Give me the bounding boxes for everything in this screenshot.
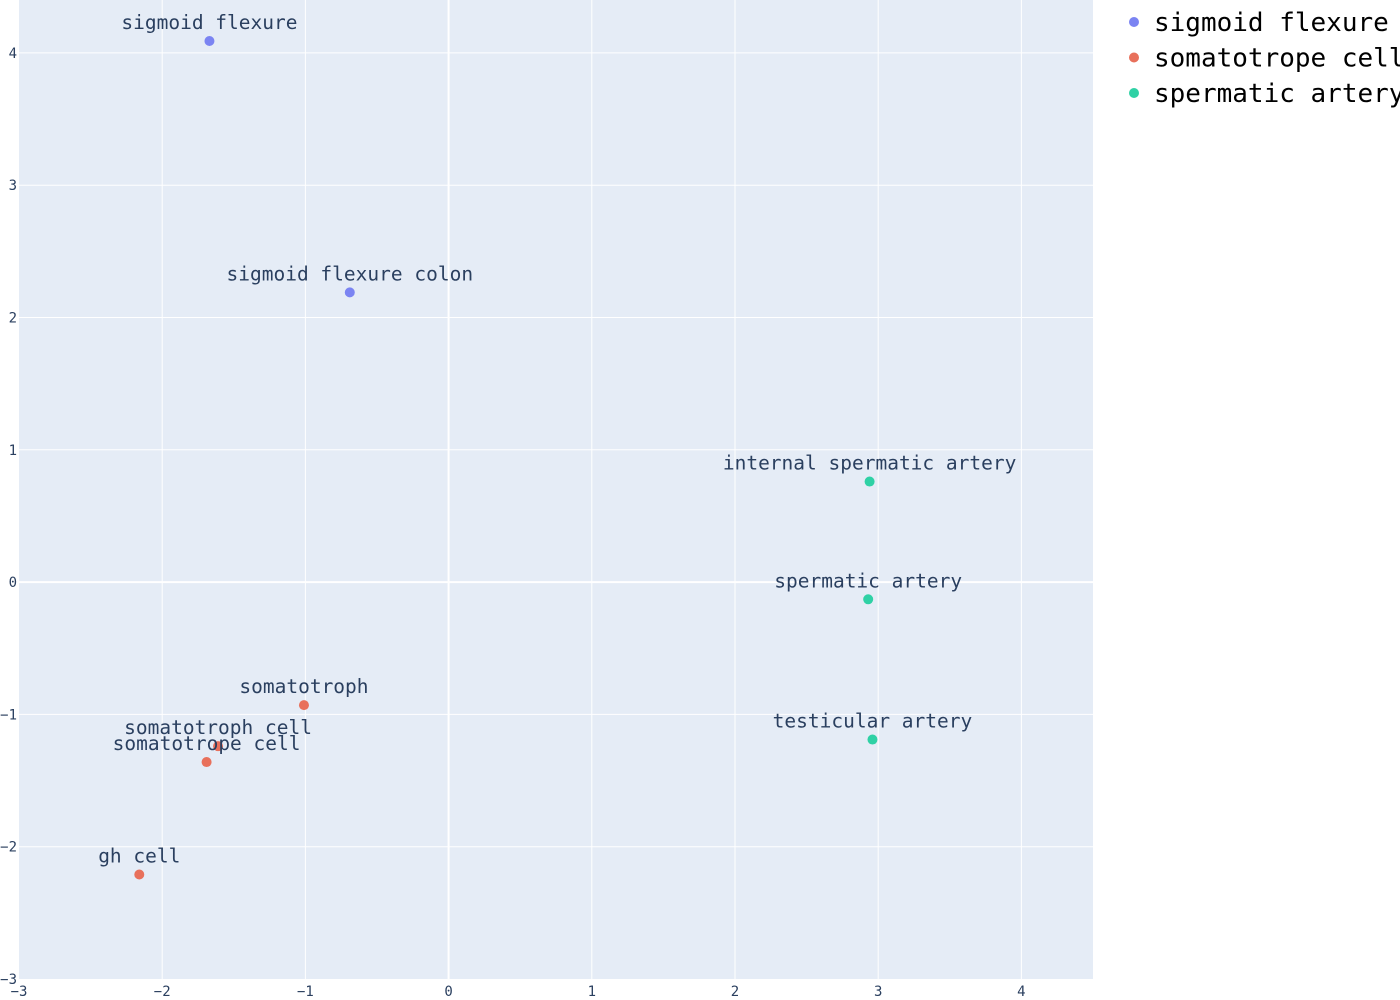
legend-item-label: sigmoid flexure xyxy=(1154,8,1389,38)
scatter-point xyxy=(201,757,212,768)
axis-ticks: −3 −2 −1 0 1 2 3 4 −3 −2 −1 0 1 2 3 4 xyxy=(0,46,1025,1000)
point-label: testicular artery xyxy=(773,710,973,733)
point-label: sigmoid flexure colon xyxy=(227,262,474,285)
x-tick-label: 3 xyxy=(874,984,882,1000)
legend-marker xyxy=(1129,17,1139,27)
y-tick-label: −1 xyxy=(0,707,17,723)
scatter-point xyxy=(864,476,875,487)
x-tick-label: −2 xyxy=(154,984,171,1000)
scatter-point xyxy=(863,594,874,605)
y-tick-label: 4 xyxy=(9,46,17,62)
legend-marker xyxy=(1129,88,1139,98)
plot-background xyxy=(19,0,1093,979)
point-label: somatotrope cell xyxy=(113,732,301,755)
y-tick-label: −3 xyxy=(0,972,17,988)
scatter-point xyxy=(298,700,309,711)
legend-marker xyxy=(1129,52,1139,63)
y-tick-label: 1 xyxy=(9,443,17,459)
grid-lines xyxy=(19,0,1093,979)
point-label: internal spermatic artery xyxy=(723,452,1017,475)
x-tick-label: −1 xyxy=(297,984,314,1000)
point-label: somatotroph xyxy=(239,675,368,698)
point-label: sigmoid flexure xyxy=(121,11,297,34)
y-tick-label: 2 xyxy=(9,311,17,327)
point-label: spermatic artery xyxy=(774,569,962,592)
y-tick-label: 0 xyxy=(9,575,17,591)
data-points xyxy=(134,36,878,880)
x-tick-label: 1 xyxy=(588,984,596,1000)
legend-item-label: spermatic artery xyxy=(1154,79,1400,109)
legend-item-label: somatotrope cell xyxy=(1154,44,1400,74)
x-tick-label: 2 xyxy=(731,984,739,1000)
scatter-point xyxy=(204,36,215,47)
point-labels: sigmoid flexure sigmoid flexure colon soma… xyxy=(98,11,1016,867)
scatter-point xyxy=(344,287,355,298)
legend: sigmoid flexure somatotrope cell spermatic… xyxy=(1129,8,1400,109)
point-label: gh cell xyxy=(98,844,180,867)
x-tick-label: 0 xyxy=(444,984,452,1000)
point-label: somatotroph cell xyxy=(124,716,312,739)
scatter-point xyxy=(213,741,224,752)
x-tick-label: −3 xyxy=(11,984,28,1000)
y-tick-label: 3 xyxy=(9,178,17,194)
scatter-point xyxy=(134,869,145,880)
y-tick-label: −2 xyxy=(0,840,17,856)
scatter-point xyxy=(867,734,878,745)
x-tick-label: 4 xyxy=(1017,984,1025,1000)
